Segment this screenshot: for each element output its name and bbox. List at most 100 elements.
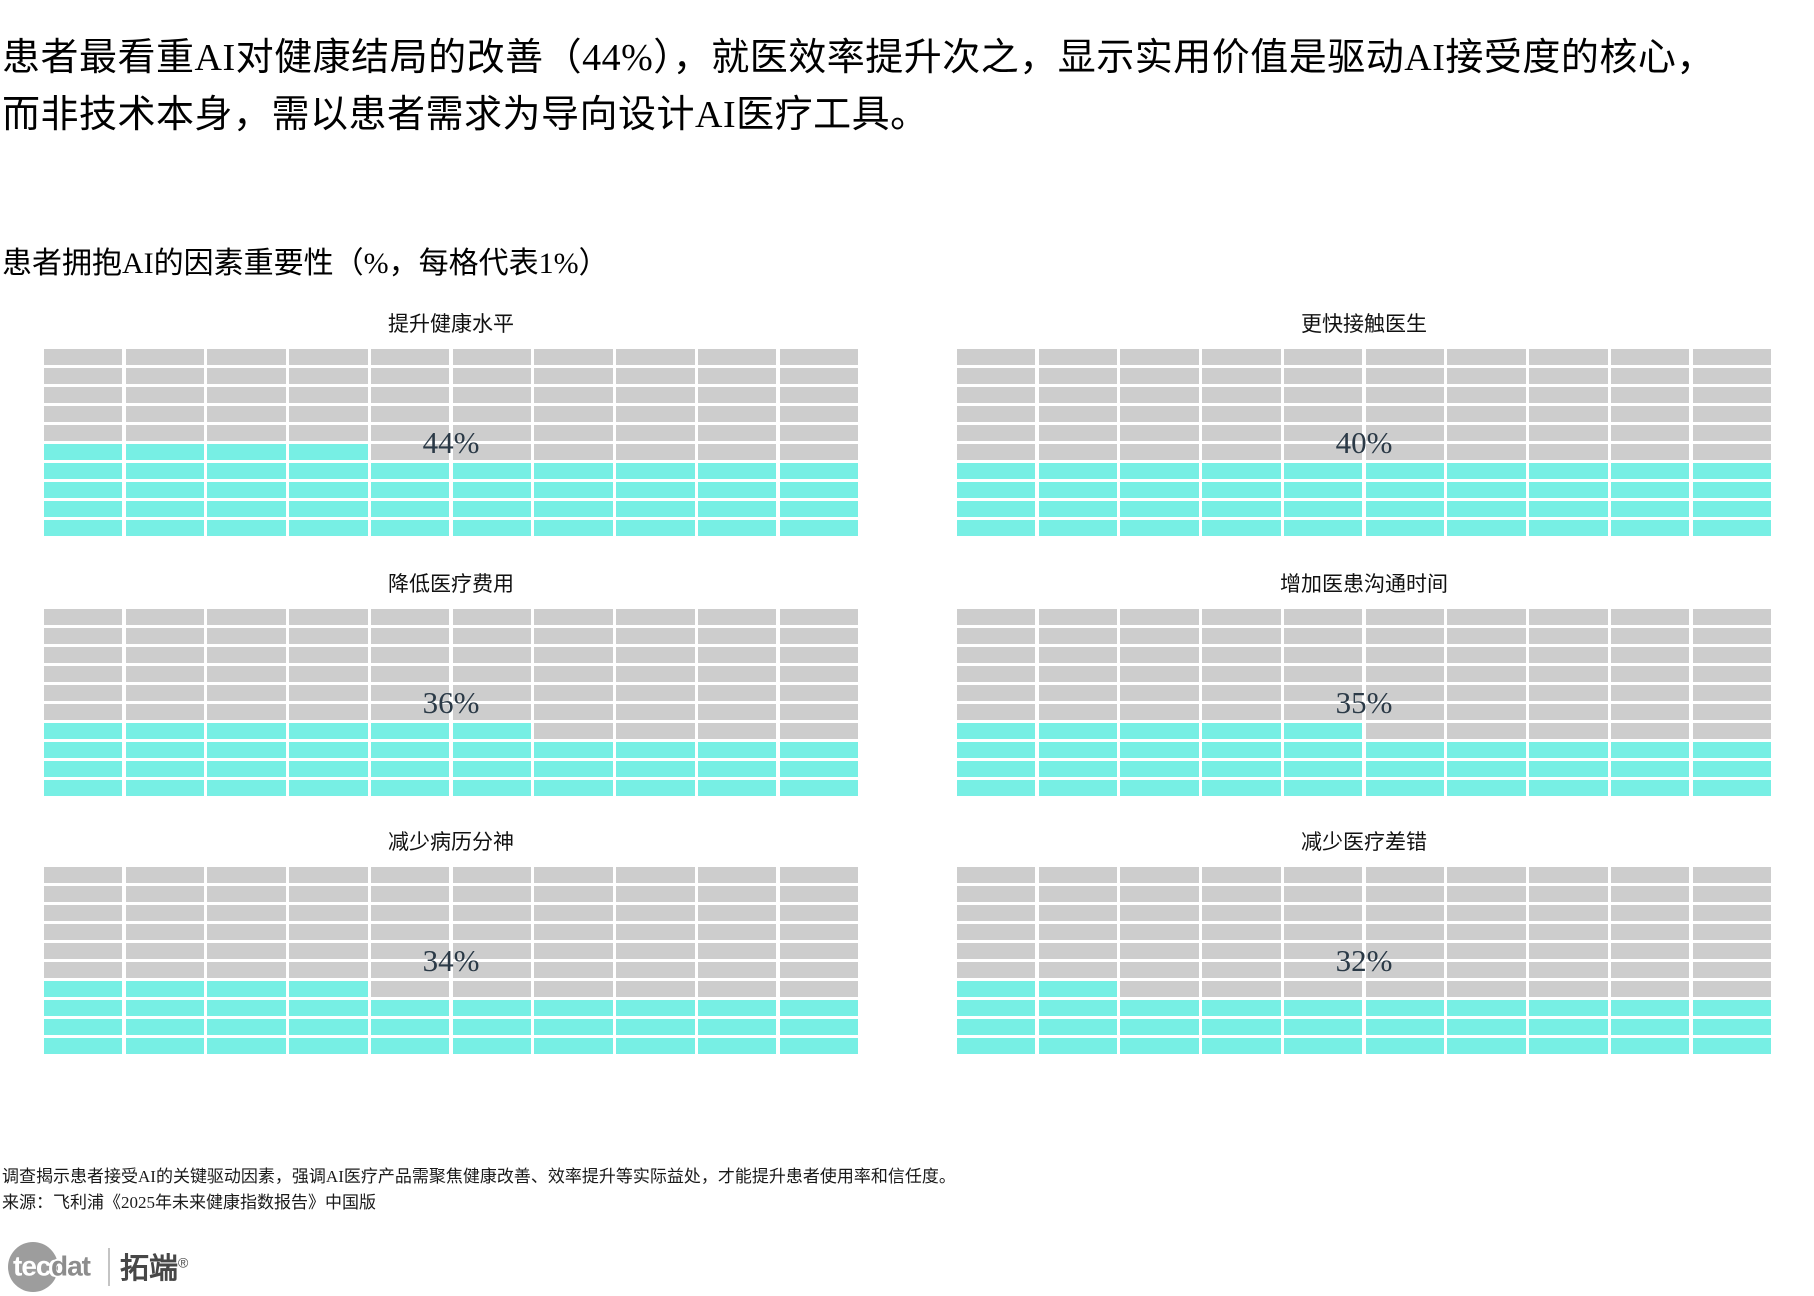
waffle-cell (1120, 905, 1199, 921)
waffle-cell (452, 1038, 532, 1054)
waffle-cell (1283, 943, 1363, 959)
waffle-cell (125, 628, 205, 644)
waffle-cell (697, 924, 777, 940)
waffle-cell (1120, 425, 1199, 441)
waffle-cell (534, 1038, 613, 1054)
waffle-cell (957, 609, 1036, 625)
waffle-cell (289, 387, 368, 403)
waffle-cell (1365, 520, 1445, 536)
waffle-cell (1447, 905, 1526, 921)
waffle-cell (289, 867, 368, 883)
waffle-cell (1365, 463, 1445, 479)
waffle-cell (697, 1019, 777, 1035)
waffle-cell (1120, 647, 1199, 663)
waffle-cell (44, 905, 123, 921)
waffle-cell (1365, 425, 1445, 441)
waffle-cell (1120, 943, 1199, 959)
waffle-cell (1610, 761, 1690, 777)
waffle-cell (1038, 723, 1118, 739)
waffle-cell (44, 943, 123, 959)
waffle-cell (1692, 406, 1771, 422)
waffle-cell (697, 666, 777, 682)
waffle-cell (1202, 501, 1281, 517)
waffle-cell (1692, 520, 1771, 536)
waffle-cell (697, 406, 777, 422)
waffle-cell (1283, 482, 1363, 498)
waffle-cell (779, 761, 858, 777)
waffle-cell (534, 387, 613, 403)
waffle-cell (1202, 368, 1281, 384)
waffle-cell (125, 943, 205, 959)
waffle-cell (1692, 742, 1771, 758)
waffle-cell (1610, 905, 1690, 921)
waffle-cell (957, 406, 1036, 422)
waffle-cell (1529, 406, 1608, 422)
waffle-cell (534, 723, 613, 739)
waffle-cell (1283, 647, 1363, 663)
waffle-cell (1120, 723, 1199, 739)
waffle-cell (1529, 867, 1608, 883)
waffle-cell (1120, 780, 1199, 796)
waffle-cell (289, 368, 368, 384)
waffle-cell (289, 723, 368, 739)
waffle-cell (957, 905, 1036, 921)
waffle-cell (616, 867, 695, 883)
waffle-cell (452, 924, 532, 940)
waffle-cell (452, 780, 532, 796)
waffle-cell (1529, 647, 1608, 663)
registered-mark: ® (178, 1254, 189, 1271)
waffle-cell (207, 780, 286, 796)
waffle-cell (534, 463, 613, 479)
waffle-cell (289, 962, 368, 978)
waffle-cell (534, 962, 613, 978)
waffle-cell (1447, 685, 1526, 701)
waffle-cell (779, 1019, 858, 1035)
waffle-cell (1529, 482, 1608, 498)
waffle-cell (207, 924, 286, 940)
waffle-cell (534, 520, 613, 536)
waffle-cell (370, 482, 450, 498)
tecdat-logo: tec dat 拓端® (8, 1241, 268, 1293)
waffle-cell (697, 463, 777, 479)
waffle-cell (289, 1019, 368, 1035)
waffle-cell (1038, 647, 1118, 663)
waffle-cell (207, 867, 286, 883)
waffle-cell (779, 924, 858, 940)
waffle-cell (452, 406, 532, 422)
waffle-cell (125, 1000, 205, 1016)
waffle-cell (1365, 666, 1445, 682)
waffle-cell (1365, 1019, 1445, 1035)
waffle-cell (616, 685, 695, 701)
waffle-cell (1283, 387, 1363, 403)
waffle-cell (125, 981, 205, 997)
waffle-cell (125, 924, 205, 940)
waffle-cell (125, 425, 205, 441)
waffle-cell (370, 387, 450, 403)
waffle-cell (1610, 742, 1690, 758)
waffle-chart-less-record-distraction: 减少病历分神 34% (44, 830, 858, 1054)
waffle-cell (452, 943, 532, 959)
waffle-cell (1447, 1019, 1526, 1035)
waffle-cell (44, 1019, 123, 1035)
waffle-cell (1120, 444, 1199, 460)
waffle-cell (1283, 723, 1363, 739)
waffle-chart-more-communication-time: 增加医患沟通时间 35% (957, 572, 1771, 796)
waffle-cell (370, 647, 450, 663)
waffle-cell (1365, 704, 1445, 720)
waffle-cell (1202, 867, 1281, 883)
waffle-cell (452, 886, 532, 902)
waffle-cell (370, 520, 450, 536)
waffle-cell (534, 482, 613, 498)
waffle-cell (1447, 666, 1526, 682)
waffle-cell (1283, 761, 1363, 777)
waffle-cell (452, 501, 532, 517)
waffle-cell (1447, 463, 1526, 479)
waffle-cell (125, 349, 205, 365)
logo-text-tec: tec (13, 1250, 51, 1282)
waffle-cell (697, 647, 777, 663)
waffle-cell (289, 425, 368, 441)
waffle-cell (779, 349, 858, 365)
waffle-cell (1529, 704, 1608, 720)
waffle-cell (697, 501, 777, 517)
waffle-grid: 34% (44, 867, 858, 1054)
